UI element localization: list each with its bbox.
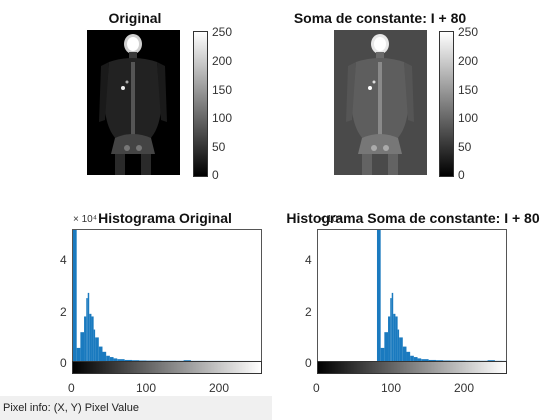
hist-original-xtick: 200 xyxy=(209,381,230,395)
colorbar-tick: 100 xyxy=(212,111,233,125)
hist-added-xtick: 100 xyxy=(381,381,402,395)
original-title: Original xyxy=(108,10,162,26)
histogram-bar xyxy=(384,332,389,361)
histogram-bar xyxy=(89,313,92,361)
histogram-bar xyxy=(443,360,451,361)
hist-original-title: Histograma Original xyxy=(98,210,232,226)
histogram-bar xyxy=(93,329,96,361)
colorbar-tick: 100 xyxy=(458,111,479,125)
hist-added-xtick: 0 xyxy=(313,381,320,395)
added-body-scan xyxy=(346,34,414,175)
colorbar-tick: 50 xyxy=(458,140,472,154)
added-title: Soma de constante: I + 80 xyxy=(293,10,467,26)
hist-original-ytick: 4 xyxy=(60,253,67,267)
hist-original-axes[interactable] xyxy=(72,229,262,362)
hist-original-xtick: 0 xyxy=(68,381,75,395)
histogram-bar xyxy=(380,347,385,361)
histogram-bar xyxy=(402,346,407,361)
hist-added-ytick: 4 xyxy=(305,253,312,267)
histogram-bar xyxy=(106,355,110,361)
hist-original-exponent: × 10⁴ xyxy=(73,214,98,225)
original-image[interactable] xyxy=(87,30,180,175)
original-colorbar-ticks: 250 200 150 100 50 0 xyxy=(212,25,252,185)
hist-added-title: Histograma Soma de constante: I + 80 xyxy=(286,210,540,226)
original-colorbar xyxy=(193,31,208,177)
histogram-bar xyxy=(73,230,77,361)
histogram-bar xyxy=(413,357,418,361)
colorbar-tick: 150 xyxy=(458,83,479,97)
colorbar-tick: 200 xyxy=(212,54,233,68)
added-colorbar xyxy=(439,31,454,177)
colorbar-tick: 0 xyxy=(212,168,219,182)
histogram-bar xyxy=(87,292,90,361)
histogram-bar xyxy=(98,346,103,361)
histogram-bar xyxy=(80,332,85,361)
histogram-bar xyxy=(183,360,191,361)
histogram-bar xyxy=(406,351,411,361)
hist-added-gray-bar xyxy=(317,361,507,374)
status-bar: Pixel info: (X, Y) Pixel Value xyxy=(0,396,272,420)
hist-added-exponent: × 10⁴ xyxy=(318,214,343,225)
added-image[interactable] xyxy=(334,30,427,175)
hist-original-ytick: 2 xyxy=(60,305,67,319)
histogram-bar xyxy=(376,230,381,361)
hist-original-plot xyxy=(73,230,261,361)
histogram-bar xyxy=(417,358,422,361)
hist-added-ytick: 0 xyxy=(305,356,312,370)
histogram-bar xyxy=(86,298,88,361)
histogram-bar xyxy=(395,316,398,361)
histogram-bar xyxy=(84,316,87,361)
histogram-bar xyxy=(421,359,429,361)
histogram-bar xyxy=(435,360,444,361)
histogram-bar xyxy=(393,313,396,361)
histogram-bar xyxy=(76,347,81,361)
hist-original-xtick: 100 xyxy=(136,381,157,395)
histogram-bar xyxy=(390,298,392,361)
hist-added-xtick: 200 xyxy=(454,381,475,395)
histogram-bar xyxy=(109,357,114,361)
histogram-bar xyxy=(397,329,400,361)
histogram-bar xyxy=(487,360,495,361)
histogram-bar xyxy=(113,358,118,361)
hist-original-ytick: 0 xyxy=(60,356,67,370)
colorbar-tick: 0 xyxy=(458,168,465,182)
histogram-bar xyxy=(131,360,140,361)
histogram-bar xyxy=(388,316,391,361)
colorbar-tick: 250 xyxy=(212,25,233,39)
colorbar-tick: 200 xyxy=(458,54,479,68)
histogram-bar xyxy=(124,359,132,361)
hist-original-gray-bar xyxy=(72,361,262,374)
histogram-bar xyxy=(139,360,147,361)
colorbar-tick: 50 xyxy=(212,140,226,154)
original-body-scan xyxy=(99,34,167,175)
hist-added-axes[interactable] xyxy=(317,229,507,362)
colorbar-tick: 150 xyxy=(212,83,233,97)
pixel-info-label: Pixel info: (X, Y) Pixel Value xyxy=(3,402,139,414)
histogram-bar xyxy=(428,359,436,361)
histogram-bar xyxy=(102,351,107,361)
histogram-bar xyxy=(410,355,414,361)
hist-added-ytick: 2 xyxy=(305,305,312,319)
histogram-bar xyxy=(95,337,99,361)
histogram-bar xyxy=(91,316,94,361)
histogram-bar xyxy=(117,359,125,361)
hist-added-plot xyxy=(376,230,506,361)
histogram-bar xyxy=(391,292,394,361)
histogram-bar xyxy=(399,337,403,361)
colorbar-tick: 250 xyxy=(458,25,479,39)
added-colorbar-ticks: 250 200 150 100 50 0 xyxy=(458,25,498,185)
